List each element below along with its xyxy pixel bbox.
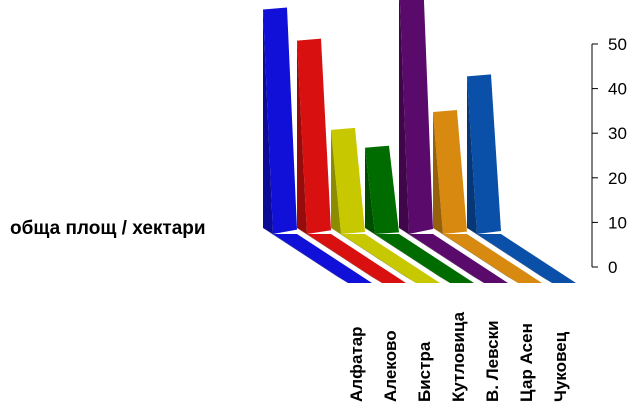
bar-4 xyxy=(365,145,474,283)
bar-5 xyxy=(399,0,508,283)
bar-floor-ribbon xyxy=(443,234,542,283)
x-tick-label: Кутловица xyxy=(449,311,468,402)
bar-front-face xyxy=(365,145,399,234)
y-tick-label: 0 xyxy=(608,258,617,277)
bar-floor-ribbon xyxy=(375,234,474,283)
y-axis-label: обща площ / хектари xyxy=(10,218,206,239)
bar-floor-side xyxy=(297,228,382,283)
bar-floor-side xyxy=(467,228,552,283)
bar-left-edge xyxy=(399,0,409,234)
bar-1 xyxy=(263,7,372,283)
y-tick-label: 50 xyxy=(608,35,627,54)
x-tick-label: Цар Асен xyxy=(517,323,536,402)
bar-front-face xyxy=(263,7,297,234)
x-tick-label: В. Левски xyxy=(483,320,502,402)
y-tick-label: 20 xyxy=(608,169,627,188)
x-tick-label: Бистра xyxy=(415,341,434,402)
x-axis-labels: Алфатар Алеково Бистра Кутловица В. Левски Ца… xyxy=(347,311,570,402)
bar-left-edge xyxy=(365,147,375,234)
bar-floor-ribbon xyxy=(341,234,440,283)
y-axis: 0 10 20 30 40 50 xyxy=(591,35,627,277)
y-tick-label: 10 xyxy=(608,213,627,232)
bar-left-edge xyxy=(433,112,443,234)
x-tick-label: Чуковец xyxy=(551,331,570,402)
ribbon-bars xyxy=(263,0,576,283)
bar-left-edge xyxy=(331,129,341,234)
bar-2 xyxy=(297,38,406,283)
bar-front-face xyxy=(331,127,365,234)
bar-7 xyxy=(467,74,576,283)
bar-floor-ribbon xyxy=(409,234,508,283)
bar-6 xyxy=(433,110,542,283)
y-tick-label: 30 xyxy=(608,124,627,143)
bar-floor-side xyxy=(399,228,484,283)
bar-front-face xyxy=(433,110,467,234)
y-tick-label: 40 xyxy=(608,80,627,99)
bar-floor-side xyxy=(263,228,348,283)
bar-front-face xyxy=(297,38,331,235)
bar-floor-ribbon xyxy=(273,234,372,283)
bar-left-edge xyxy=(263,9,273,234)
bar-front-face xyxy=(399,0,433,234)
bar-floor-side xyxy=(331,228,416,283)
bar-floor-side xyxy=(433,228,518,283)
bar-floor-ribbon xyxy=(307,234,406,283)
bar-floor-side xyxy=(365,228,450,283)
bar-floor-ribbon xyxy=(477,234,576,283)
bar-left-edge xyxy=(467,76,477,234)
x-tick-label: Алеково xyxy=(381,330,400,402)
bar-left-edge xyxy=(297,40,307,235)
x-tick-label: Алфатар xyxy=(347,326,366,402)
bar-3 xyxy=(331,127,440,283)
bar-front-face xyxy=(467,74,501,234)
